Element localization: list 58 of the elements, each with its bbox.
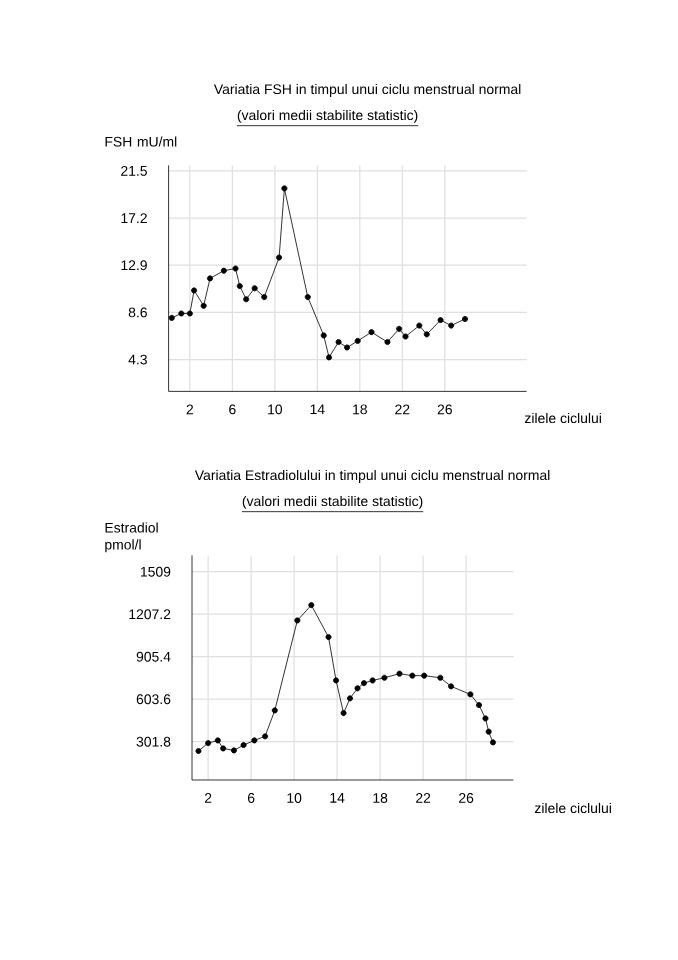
point bbox=[462, 315, 468, 322]
point bbox=[335, 339, 342, 345]
point bbox=[207, 275, 214, 282]
point bbox=[340, 710, 347, 717]
point bbox=[251, 737, 258, 744]
point bbox=[304, 294, 311, 301]
point bbox=[467, 691, 474, 698]
point bbox=[220, 267, 227, 274]
point bbox=[168, 314, 175, 321]
point bbox=[416, 322, 423, 329]
point bbox=[482, 715, 489, 722]
point bbox=[421, 672, 428, 679]
point bbox=[402, 333, 409, 340]
point bbox=[476, 702, 482, 709]
point bbox=[251, 285, 258, 292]
point bbox=[262, 733, 269, 740]
point bbox=[326, 354, 333, 361]
point bbox=[178, 310, 185, 317]
point bbox=[232, 265, 239, 272]
point bbox=[195, 747, 202, 754]
point bbox=[344, 344, 351, 351]
point bbox=[214, 737, 221, 744]
point bbox=[271, 707, 278, 714]
point bbox=[230, 747, 237, 754]
point bbox=[320, 332, 327, 339]
point bbox=[236, 283, 243, 290]
point bbox=[281, 185, 288, 192]
point bbox=[369, 677, 376, 684]
point bbox=[220, 745, 227, 752]
point bbox=[354, 337, 361, 344]
point bbox=[396, 325, 403, 332]
point bbox=[396, 670, 403, 677]
point bbox=[384, 339, 391, 345]
point bbox=[186, 310, 193, 317]
point bbox=[485, 728, 492, 735]
point bbox=[333, 677, 340, 684]
point bbox=[308, 602, 315, 609]
point bbox=[409, 672, 416, 679]
point bbox=[368, 329, 375, 336]
point bbox=[423, 331, 430, 338]
point bbox=[240, 742, 247, 749]
point bbox=[347, 695, 354, 702]
point bbox=[325, 634, 332, 641]
point bbox=[294, 617, 301, 624]
point bbox=[354, 685, 361, 692]
point bbox=[243, 296, 250, 303]
point bbox=[361, 680, 367, 687]
point bbox=[191, 287, 198, 294]
point bbox=[381, 674, 388, 681]
point bbox=[448, 683, 455, 690]
point bbox=[200, 302, 207, 309]
point bbox=[276, 254, 283, 261]
point bbox=[448, 322, 455, 329]
point bbox=[437, 317, 444, 324]
point bbox=[205, 740, 212, 747]
point bbox=[261, 294, 268, 301]
point bbox=[489, 739, 496, 746]
point bbox=[437, 674, 444, 681]
